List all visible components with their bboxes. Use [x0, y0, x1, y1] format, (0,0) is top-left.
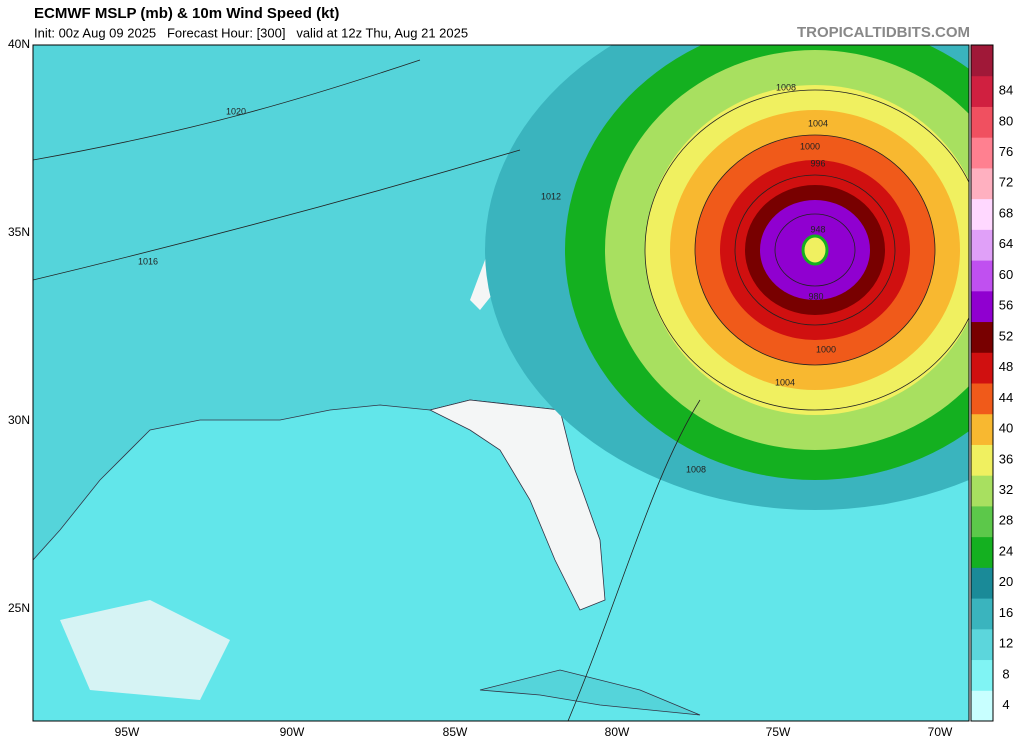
- colorbar-label: 40: [999, 421, 1013, 436]
- colorbar-label: 80: [999, 113, 1013, 128]
- isobar-label: 1008: [776, 82, 796, 92]
- colorbar-segment: [971, 106, 993, 138]
- colorbar-segment: [971, 167, 993, 200]
- colorbar-label: 16: [999, 605, 1013, 620]
- isobar-label: 1004: [775, 377, 795, 387]
- colorbar-segment: [971, 536, 993, 568]
- lat-label: 30N: [8, 413, 30, 427]
- colorbar-segment: [971, 628, 993, 661]
- colorbar-segment: [971, 321, 993, 353]
- colorbar-segment: [971, 137, 993, 169]
- storm: [485, 45, 969, 510]
- colorbar-label: 52: [999, 328, 1013, 343]
- colorbar-frame: [970, 44, 994, 722]
- lat-label: 35N: [8, 225, 30, 239]
- isobar-label: 1004: [808, 118, 828, 128]
- isobar-label: 1012: [541, 191, 561, 201]
- colorbar-segment: [971, 444, 993, 476]
- colorbar-label: 28: [999, 513, 1013, 528]
- lon-label: 90W: [280, 725, 305, 739]
- colorbar-segment: [971, 413, 993, 445]
- isobar-label: 1008: [686, 464, 706, 474]
- isobar-label: 1020: [226, 106, 246, 116]
- isobar-label: 1016: [138, 256, 158, 266]
- isobar-label: 1000: [800, 141, 820, 151]
- isobar-label: 948: [810, 224, 825, 234]
- colorbar-label: 4: [1002, 697, 1009, 712]
- colorbar-label: 32: [999, 482, 1013, 497]
- isobar-label: 980: [808, 291, 823, 301]
- colorbar-segment: [971, 45, 993, 77]
- lon-label: 95W: [115, 725, 140, 739]
- colorbar-segment: [971, 567, 993, 599]
- colorbar-segment: [971, 352, 993, 384]
- colorbar-label: 48: [999, 359, 1013, 374]
- colorbar-segment: [971, 75, 993, 107]
- lon-label: 75W: [766, 725, 791, 739]
- colorbar-segment: [971, 383, 993, 415]
- colorbar-segment: [971, 198, 993, 230]
- colorbar-label: 64: [999, 236, 1013, 251]
- colorbar-segment: [971, 229, 993, 261]
- isobar-label: 996: [810, 158, 825, 168]
- colorbar-label: 8: [1002, 666, 1009, 681]
- lon-label: 80W: [605, 725, 630, 739]
- colorbar-label: 72: [999, 175, 1013, 190]
- colorbar-segment: [971, 475, 993, 507]
- colorbar-label: 24: [999, 543, 1013, 558]
- watermark: TROPICALTIDBITS.COM: [797, 24, 970, 41]
- colorbar-segment: [971, 290, 993, 323]
- lon-label: 85W: [443, 725, 468, 739]
- map-area: [33, 45, 969, 721]
- colorbar-label: 76: [999, 144, 1013, 159]
- colorbar-segment: [971, 260, 993, 292]
- colorbar-label: 20: [999, 574, 1013, 589]
- subtitle: Init: 00z Aug 09 2025 Forecast Hour: [30…: [34, 25, 468, 40]
- colorbar-label: 12: [999, 636, 1013, 651]
- isobars: [33, 59, 969, 721]
- colorbar-label: 60: [999, 267, 1013, 282]
- colorbar-label: 56: [999, 298, 1013, 313]
- title: ECMWF MSLP (mb) & 10m Wind Speed (kt): [34, 5, 339, 22]
- colorbar-label: 36: [999, 451, 1013, 466]
- colorbar-label: 68: [999, 205, 1013, 220]
- colorbar-segment: [971, 598, 993, 630]
- lat-label: 40N: [8, 37, 30, 51]
- isobar-label: 1000: [816, 344, 836, 354]
- colorbar-segment: [971, 659, 993, 691]
- colorbar-label: 84: [999, 83, 1013, 98]
- colorbar-segment: [971, 505, 993, 538]
- colorbar-segment: [971, 690, 993, 722]
- colorbar-label: 44: [999, 390, 1013, 405]
- lon-label: 70W: [928, 725, 953, 739]
- lat-label: 25N: [8, 601, 30, 615]
- map-frame: [32, 44, 970, 722]
